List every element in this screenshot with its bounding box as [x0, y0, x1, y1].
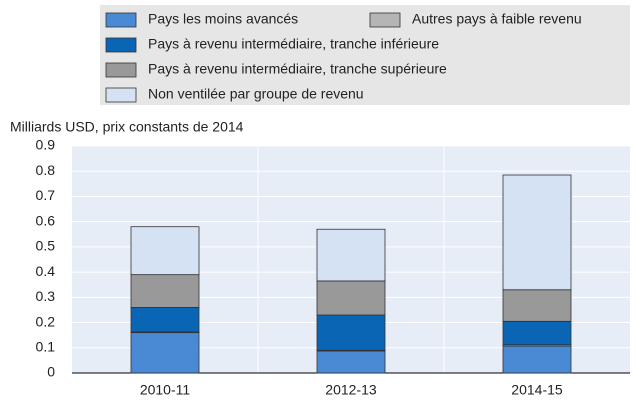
bar-segment	[130, 274, 200, 308]
legend-swatch	[105, 87, 137, 103]
legend-label: Non ventilée par groupe de revenu	[148, 86, 364, 102]
y-axis-label: Milliards USD, prix constants de 2014	[10, 119, 244, 135]
bar-segment	[130, 226, 200, 276]
legend-label: Pays à revenu intermédiaire, tranche sup…	[148, 61, 447, 77]
bar-segment	[130, 332, 200, 374]
bar-segment	[502, 320, 572, 346]
legend-label: Autres pays à faible revenu	[412, 11, 582, 27]
bar-segment	[316, 350, 386, 374]
y-tick-label: 0	[47, 364, 55, 380]
bar-segment	[130, 307, 200, 333]
legend-swatch	[105, 37, 137, 53]
y-tick-label: 0.6	[36, 212, 56, 228]
y-tick-label: 0.5	[36, 238, 56, 254]
y-tick-label: 0.4	[36, 263, 56, 279]
y-tick-label: 0.9	[36, 137, 56, 153]
legend-swatch	[105, 12, 137, 28]
x-tick-label: 2014-15	[511, 382, 563, 398]
legend-swatch	[369, 12, 401, 28]
bar-segment	[502, 174, 572, 291]
bar-segment	[502, 345, 572, 374]
y-tick-label: 0.7	[36, 187, 56, 203]
y-tick-label: 0.1	[36, 338, 56, 354]
legend-swatch	[105, 62, 137, 78]
x-tick-label: 2010-11	[140, 382, 191, 398]
y-tick-label: 0.2	[36, 313, 56, 329]
y-tick-label: 0.8	[36, 162, 56, 178]
bar-segment	[502, 289, 572, 322]
legend-label: Pays les moins avancés	[148, 11, 298, 27]
bar-segment	[316, 314, 386, 351]
legend-label: Pays à revenu intermédiaire, tranche inf…	[148, 36, 439, 52]
y-tick-label: 0.3	[36, 288, 56, 304]
x-tick-label: 2012-13	[325, 382, 377, 398]
bar-segment	[316, 280, 386, 316]
bar-segment	[316, 228, 386, 282]
legend-box	[100, 5, 630, 105]
